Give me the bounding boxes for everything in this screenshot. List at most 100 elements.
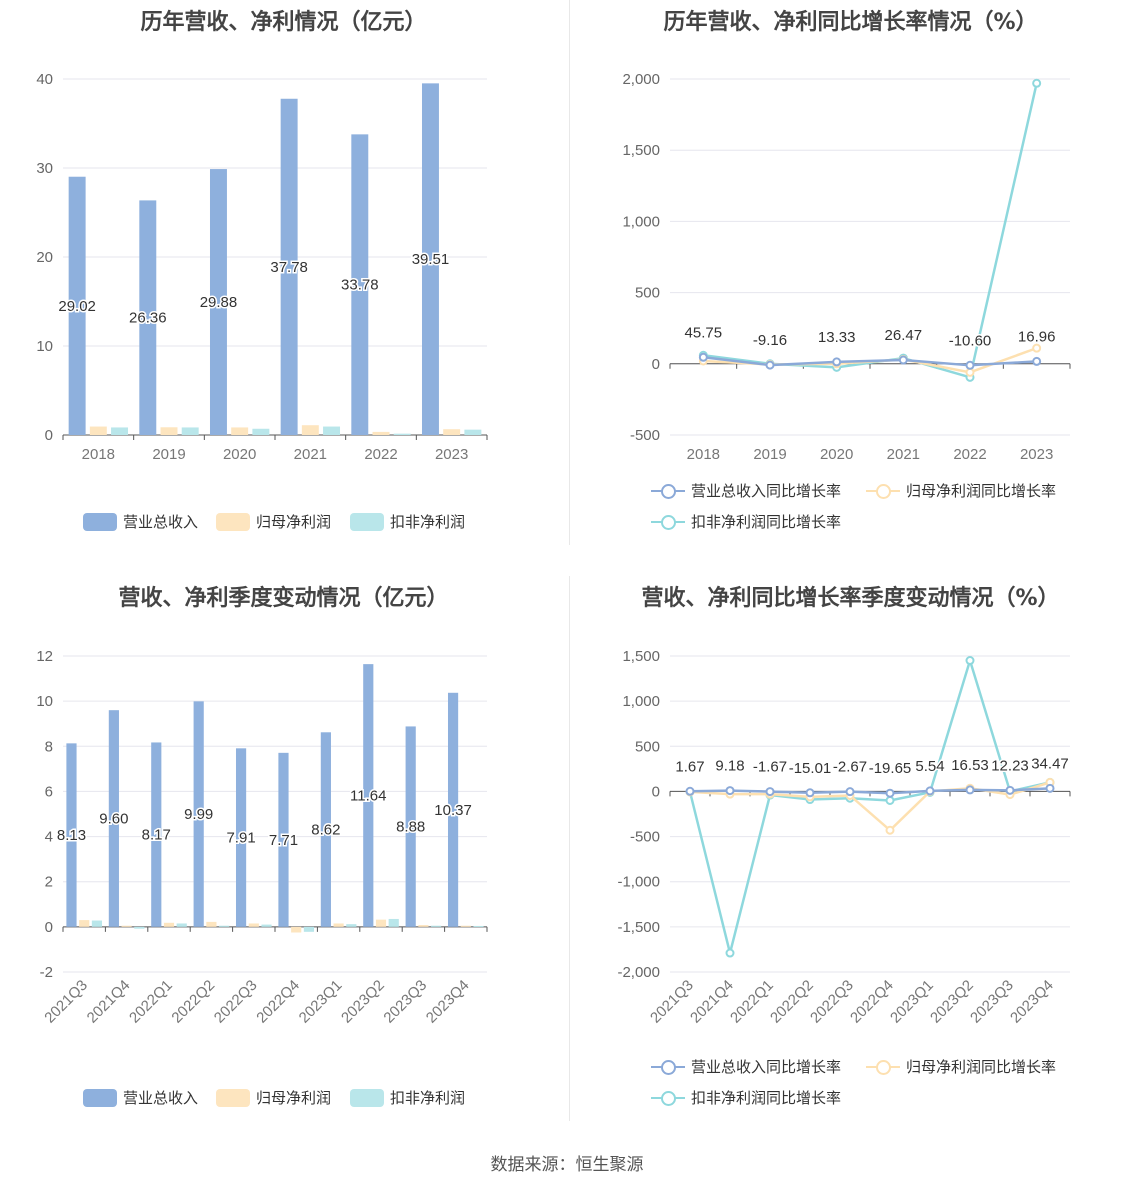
y-tick-label: 40 <box>36 71 53 88</box>
series-line <box>688 656 1051 954</box>
bar <box>464 429 482 435</box>
bar <box>66 743 77 927</box>
quarterly-growth-rate-chart: -2,000 -1,500 -1,000 -500 0 500 1,000 1,500 2021… <box>617 648 1071 1027</box>
x-tick-label: 2022Q4 <box>253 977 303 1027</box>
bar <box>248 923 259 927</box>
y-tick-label: 1,500 <box>622 142 660 159</box>
annual-growth-rate-panel: 历年营收、净利同比增长率情况（%） -500 0 500 1,000 1,500 2,00… <box>567 0 1134 560</box>
x-tick-label: 2023Q2 <box>338 977 388 1027</box>
data-point <box>765 787 775 797</box>
chart-title: 历年营收、净利同比增长率情况（%） <box>663 10 1038 35</box>
bar <box>473 925 484 927</box>
x-tick-label: 2021 <box>294 446 327 463</box>
legend-item[interactable]: 归母净利润 <box>216 1087 331 1108</box>
data-label: 39.51 <box>412 251 450 268</box>
legend-label: 扣非净利润 <box>390 1090 466 1107</box>
legend-label: 归母净利润 <box>256 1090 332 1107</box>
x-tick-label: 2022Q3 <box>211 977 261 1027</box>
annual-revenue-profit-chart: 0 10 20 30 40 2018 2019 2020 2021 2022 2023 29.02 26… <box>36 71 488 463</box>
bar <box>209 169 227 435</box>
data-point <box>765 360 775 370</box>
x-tick-label: 2019 <box>152 446 185 463</box>
bar <box>301 425 319 435</box>
x-tick-label: 2022Q1 <box>126 977 176 1027</box>
data-label: -15.01 <box>789 760 832 777</box>
x-tick-label: 2023Q4 <box>1007 977 1057 1027</box>
legend-item[interactable]: 扣非净利润 <box>350 511 465 532</box>
bar <box>460 925 471 927</box>
data-label: 8.13 <box>57 827 86 844</box>
data-label: 37.78 <box>270 259 308 276</box>
bar <box>89 426 107 435</box>
data-label: -19.65 <box>869 760 912 777</box>
x-tick-label: 2019 <box>753 446 786 463</box>
data-label: -2.67 <box>833 759 867 776</box>
y-tick-label: 8 <box>45 738 53 755</box>
x-tick-label: 2022Q4 <box>847 977 897 1027</box>
x-tick-label: 2020 <box>820 446 853 463</box>
chart-title: 营收、净利季度变动情况（亿元） <box>118 586 449 611</box>
chart-legend: 营业总收入 归母净利润 扣非净利润 <box>0 511 567 535</box>
legend-item[interactable]: 扣非净利润同比增长率 <box>651 511 841 532</box>
legend-swatch <box>83 1088 117 1107</box>
bar <box>91 920 103 927</box>
x-tick-label: 2023Q1 <box>296 977 346 1027</box>
bar <box>108 710 119 927</box>
bar <box>278 752 289 927</box>
bar <box>443 429 461 435</box>
y-tick-label: 0 <box>652 783 660 800</box>
legend-item[interactable]: 扣非净利润 <box>350 1087 465 1108</box>
bar <box>291 926 302 933</box>
data-point <box>965 367 975 377</box>
bar <box>151 742 162 927</box>
bar <box>111 427 129 435</box>
y-tick-label: 1,500 <box>622 648 660 665</box>
data-label: 34.47 <box>1031 755 1069 772</box>
legend-item[interactable]: 归母净利润 <box>216 511 331 532</box>
bar <box>372 431 390 435</box>
data-label: 9.99 <box>184 806 213 823</box>
x-tick-label: 2021Q4 <box>687 977 737 1027</box>
data-point <box>698 352 708 362</box>
data-point <box>725 786 735 796</box>
bar <box>405 726 416 927</box>
legend-line-marker <box>651 513 685 531</box>
bar <box>68 176 86 436</box>
data-point <box>965 785 975 795</box>
data-point <box>1005 785 1015 795</box>
legend-item[interactable]: 营业总收入同比增长率 <box>651 480 841 501</box>
y-tick-label: 4 <box>45 829 53 846</box>
legend-label: 归母净利润 <box>256 514 332 531</box>
legend-item[interactable]: 营业总收入 <box>83 1087 198 1108</box>
y-tick-label: 1,000 <box>622 693 660 710</box>
data-label: 8.17 <box>142 827 171 844</box>
y-tick-label: -1,500 <box>617 919 660 936</box>
legend-item[interactable]: 扣非净利润同比增长率 <box>651 1087 841 1108</box>
y-tick-label: -500 <box>630 427 660 444</box>
x-tick-label: 2023 <box>1020 446 1053 463</box>
quarterly-revenue-profit-chart: -20246810122021Q32021Q42022Q12022Q22022Q… <box>36 648 488 1027</box>
legend-item[interactable]: 归母净利润同比增长率 <box>866 480 1056 501</box>
legend-swatch <box>83 512 117 531</box>
y-tick-label: 6 <box>45 783 53 800</box>
x-tick-label: 2022 <box>953 446 986 463</box>
annual-growth-rate-chart: -500 0 500 1,000 1,500 2,000 2018 2019 2020 2021 2… <box>622 71 1071 463</box>
legend-item[interactable]: 营业总收入 <box>83 511 198 532</box>
data-point <box>965 656 975 666</box>
bar <box>206 921 217 927</box>
chart-legend: 营业总收入 归母净利润 扣非净利润 <box>0 1087 567 1111</box>
bar <box>351 134 369 435</box>
bar <box>346 924 357 927</box>
legend-item[interactable]: 归母净利润同比增长率 <box>866 1056 1056 1077</box>
data-point <box>805 788 815 798</box>
data-point <box>965 360 975 370</box>
bar <box>303 926 315 932</box>
data-label: -10.60 <box>949 332 992 349</box>
data-point <box>1032 78 1042 88</box>
data-point <box>845 787 855 797</box>
data-label: -1.67 <box>753 759 787 776</box>
data-label: 8.62 <box>311 822 340 839</box>
y-tick-label: 500 <box>635 738 660 755</box>
legend-item[interactable]: 营业总收入同比增长率 <box>651 1056 841 1077</box>
bar <box>160 427 178 435</box>
